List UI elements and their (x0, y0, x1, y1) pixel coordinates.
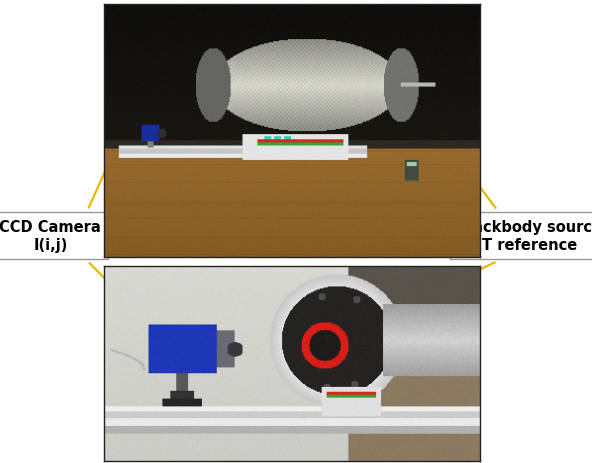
Text: Blackbody source
T reference: Blackbody source T reference (458, 220, 592, 252)
Text: CCD Camera
I(i,j): CCD Camera I(i,j) (0, 220, 101, 252)
